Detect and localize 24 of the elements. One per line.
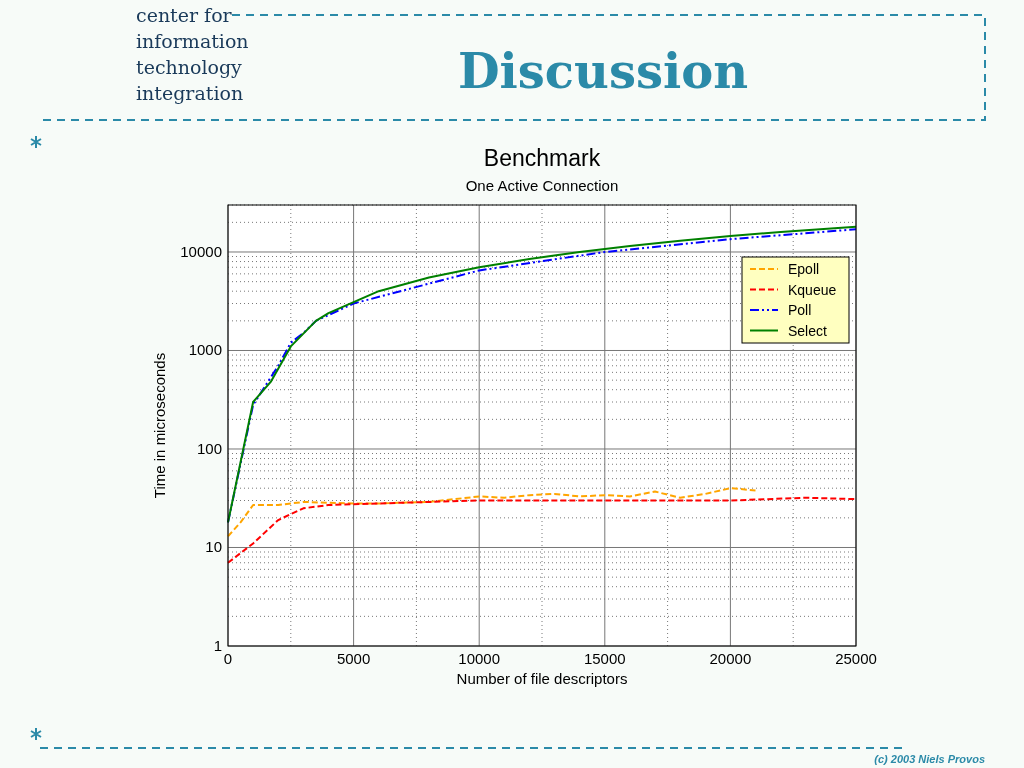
x-tick-label: 0 bbox=[223, 650, 233, 667]
x-tick-label: 15000 bbox=[583, 650, 626, 667]
legend-label: Epoll bbox=[788, 261, 820, 277]
chart-subtitle: One Active Connection bbox=[465, 177, 619, 194]
y-tick-label: 100 bbox=[196, 440, 222, 457]
text: (c) 2003 Niels Provos bbox=[874, 753, 985, 765]
chart-title: Benchmark bbox=[483, 145, 601, 171]
y-tick-label: 1000 bbox=[188, 341, 222, 359]
legend-label: Select bbox=[788, 322, 828, 339]
x-axis-title: Number of file descriptors bbox=[456, 670, 628, 687]
text: center for information technology integration bbox=[136, 4, 249, 104]
x-tick-label: 20000 bbox=[709, 650, 752, 667]
x-tick-label: 5000 bbox=[336, 650, 371, 667]
x-tick-label: 10000 bbox=[458, 650, 501, 667]
y-tick-label: 1 bbox=[213, 637, 222, 654]
y-axis-title: Time in microseconds bbox=[151, 352, 168, 499]
y-tick-label: 10 bbox=[205, 538, 222, 556]
text: Discussion bbox=[457, 43, 749, 99]
y-tick-label: 10000 bbox=[180, 243, 222, 260]
legend-label: Poll bbox=[788, 302, 812, 318]
x-tick-label: 25000 bbox=[835, 650, 877, 667]
line-series bbox=[227, 496, 857, 564]
line-series bbox=[227, 487, 757, 538]
legend-label: Kqueue bbox=[788, 281, 837, 298]
